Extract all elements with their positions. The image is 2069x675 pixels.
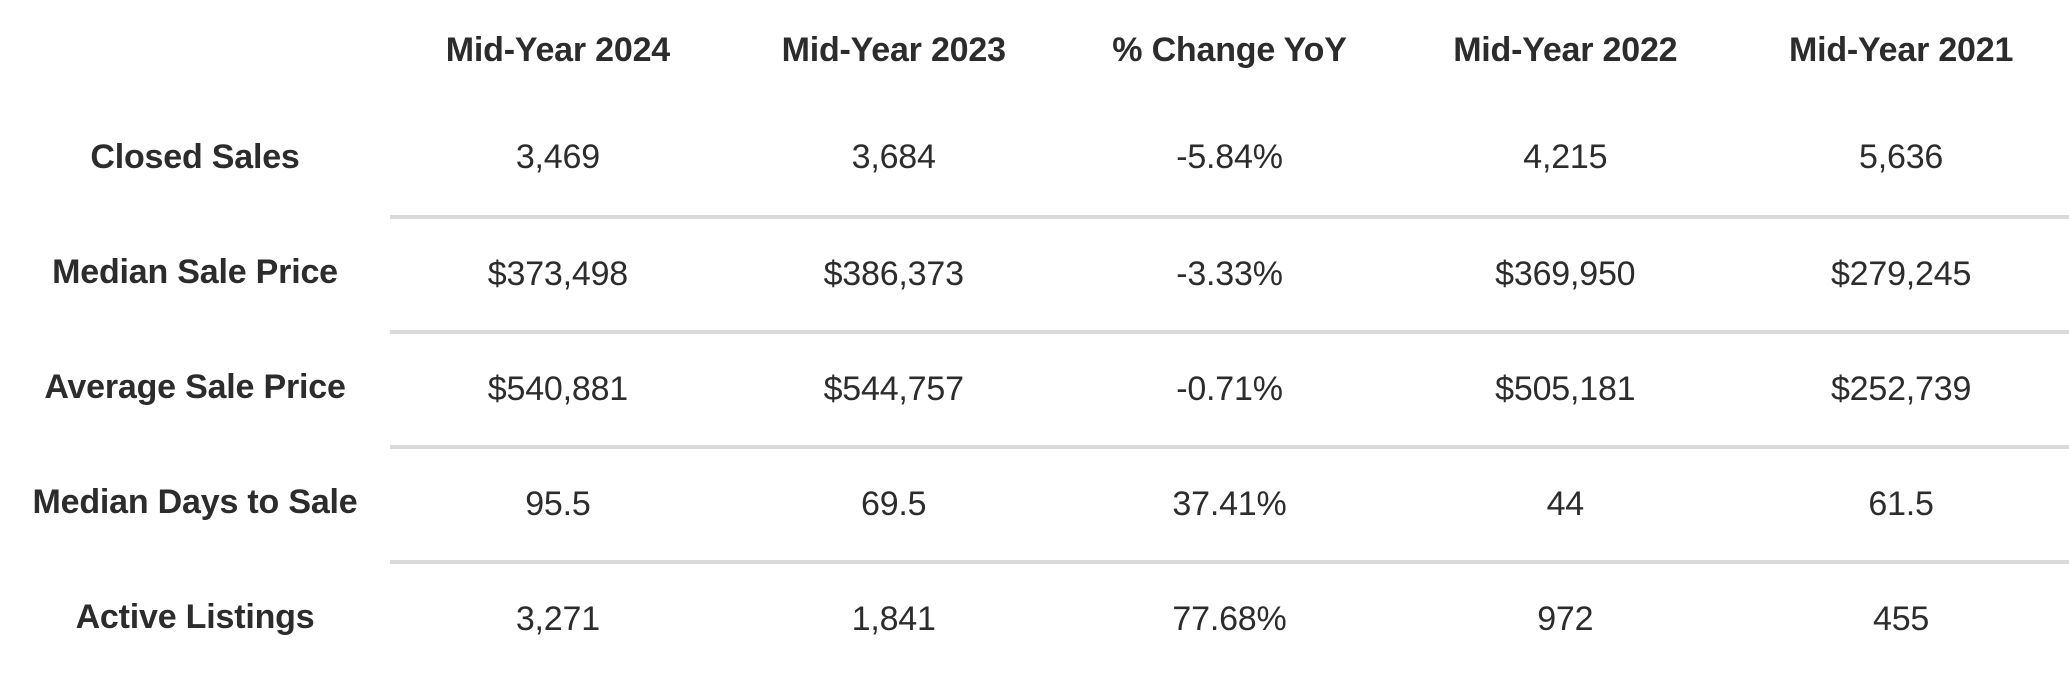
row-label: Median Sale Price: [52, 253, 338, 292]
corner-cell: [0, 0, 390, 100]
row-label: Median Days to Sale: [32, 483, 358, 522]
cell-value: -5.84%: [1176, 138, 1283, 177]
row-label: Closed Sales: [90, 138, 300, 177]
cell-value: 69.5: [725, 445, 1062, 560]
cell-value: $373,498: [390, 215, 726, 330]
cell-value: 61.5: [1733, 445, 2069, 560]
cell-value: $252,739: [1733, 330, 2069, 445]
cell-value: 4,215: [1523, 138, 1608, 177]
cell-value: 3,271: [390, 560, 726, 675]
cell-value: -0.71%: [1061, 330, 1398, 445]
cell-value: 1,841: [725, 560, 1062, 675]
cell-value: $386,373: [725, 215, 1062, 330]
cell-value: 5,636: [1859, 138, 1944, 177]
cell-value: 3,684: [851, 138, 936, 177]
cell-value: 95.5: [390, 445, 726, 560]
cell-value: 3,469: [515, 138, 600, 177]
cell-value: $505,181: [1397, 330, 1734, 445]
row-label: Active Listings: [75, 598, 315, 637]
cell-value: $540,881: [390, 330, 726, 445]
row-label: Average Sale Price: [44, 368, 346, 407]
cell-value: 455: [1733, 560, 2069, 675]
cell-value: 37.41%: [1061, 445, 1398, 560]
cell-value: $369,950: [1397, 215, 1734, 330]
cell-value: 44: [1397, 445, 1734, 560]
cell-value: 972: [1397, 560, 1734, 675]
cell-value: -3.33%: [1061, 215, 1398, 330]
column-header-midyear-2022: Mid-Year 2022: [1453, 30, 1678, 69]
cell-value: $544,757: [725, 330, 1062, 445]
cell-value: $279,245: [1733, 215, 2069, 330]
column-header-midyear-2021: Mid-Year 2021: [1788, 30, 2014, 69]
column-header-pct-change-yoy: % Change YoY: [1112, 30, 1347, 69]
column-header-midyear-2024: Mid-Year 2024: [445, 30, 670, 69]
column-header-midyear-2023: Mid-Year 2023: [781, 30, 1006, 69]
cell-value: 77.68%: [1061, 560, 1398, 675]
